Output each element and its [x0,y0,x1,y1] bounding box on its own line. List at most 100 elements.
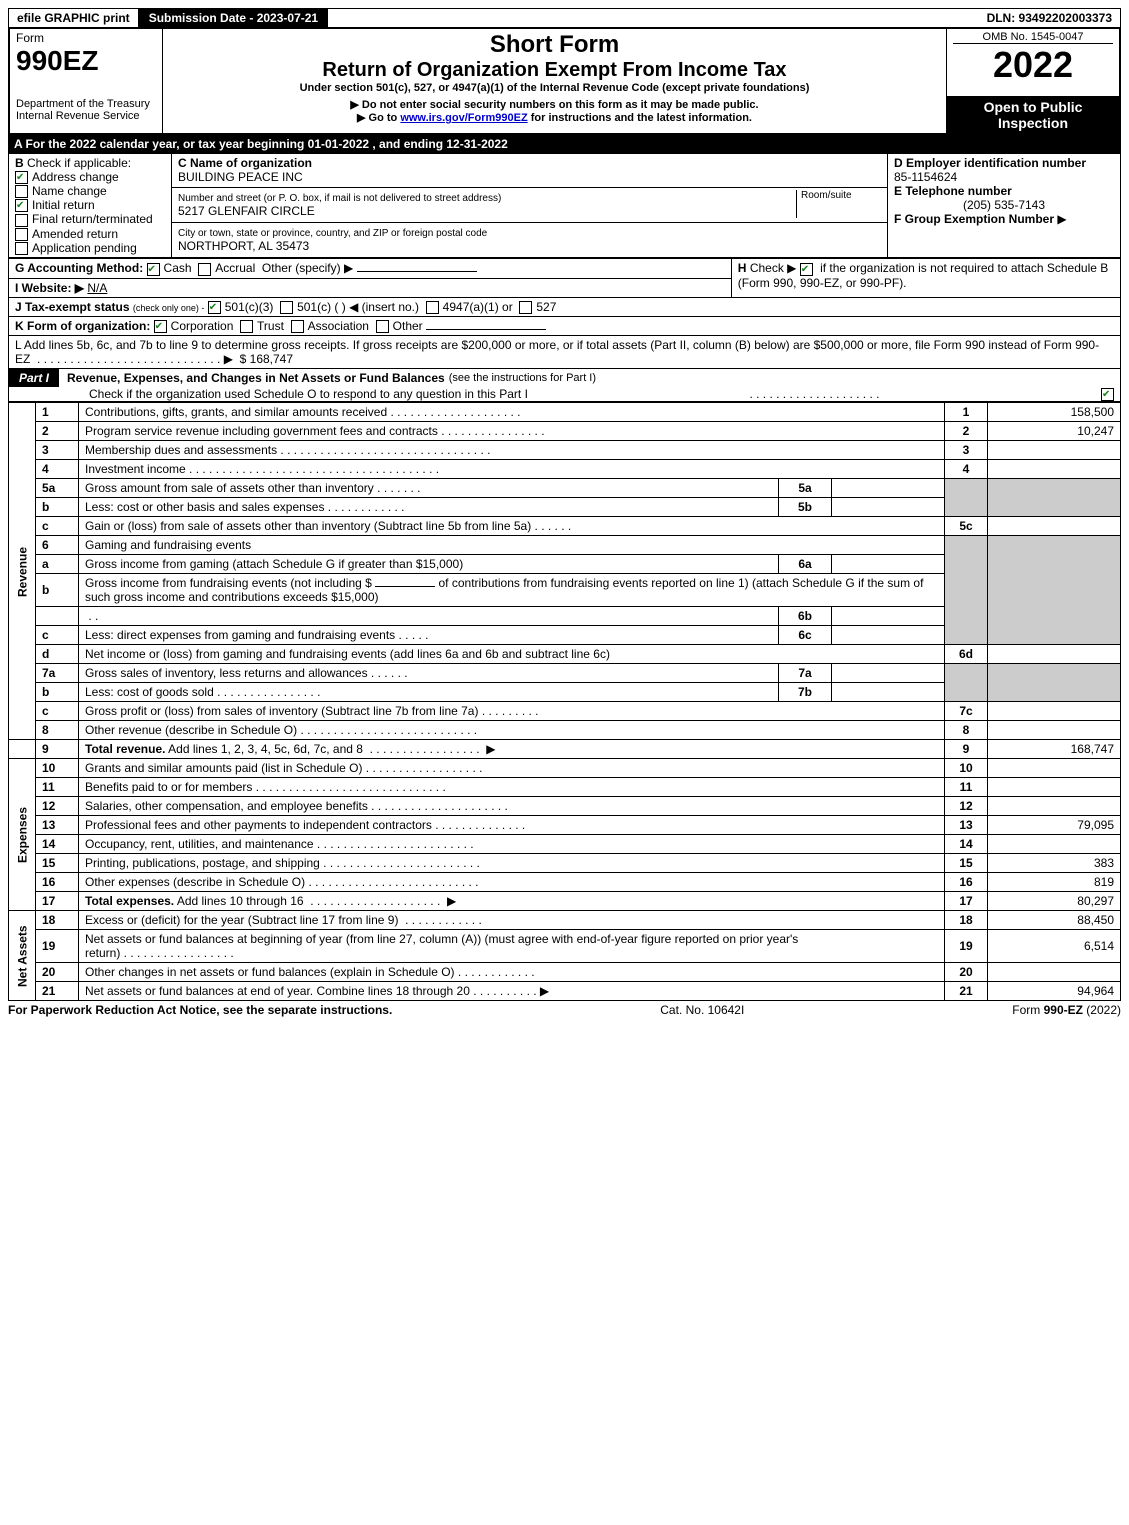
line-7a-subamount [832,664,945,682]
line-5c-amount [988,517,1121,536]
line-13-num: 13 [36,816,79,835]
line-14-amount [988,835,1121,854]
footer-left: For Paperwork Reduction Act Notice, see … [8,1003,392,1017]
trust-label: Trust [257,319,284,333]
revenue-section-label: Revenue [9,403,36,740]
part-1-table: Revenue 1 Contributions, gifts, grants, … [8,402,1121,1001]
line-15-code: 15 [945,854,988,873]
line-11-desc: Benefits paid to or for members . . . . … [79,778,945,797]
line-5c-num: c [36,517,79,536]
line-1-desc: Contributions, gifts, grants, and simila… [79,403,945,422]
irs-link[interactable]: www.irs.gov/Form990EZ [400,112,527,124]
application-pending-checkbox[interactable] [15,242,28,255]
trust-checkbox[interactable] [240,320,253,333]
other-org-checkbox[interactable] [376,320,389,333]
street-label: Number and street (or P. O. box, if mail… [178,193,501,204]
other-specify-label: Other (specify) ▶ [262,261,353,275]
line-5c-desc: Gain or (loss) from sale of assets other… [79,517,945,536]
line-11-amount [988,778,1121,797]
section-d-label: D Employer identification number [894,156,1086,170]
line-14-code: 14 [945,835,988,854]
line-6a-num: a [36,555,79,574]
form-label: Form [16,31,156,45]
line-11-num: 11 [36,778,79,797]
check-only-one: (check only one) - [133,303,205,313]
line-21-desc: Net assets or fund balances at end of ye… [79,982,945,1001]
line-1-num: 1 [36,403,79,422]
line-4-code: 4 [945,460,988,479]
line-6d-amount [988,645,1121,664]
line-16-desc: Other expenses (describe in Schedule O) … [79,873,945,892]
line-19-code: 19 [945,930,988,963]
line-7a-desc: Gross sales of inventory, less returns a… [79,664,779,682]
name-change-checkbox[interactable] [15,185,28,198]
other-org-label: Other [393,319,423,333]
section-e-label: E Telephone number [894,184,1012,198]
tax-year: 2022 [953,44,1113,86]
4947-label: 4947(a)(1) or [443,300,513,314]
cash-label: Cash [164,261,192,275]
line-17-amount: 80,297 [988,892,1121,911]
line-6b-sub: 6b [779,607,832,625]
open-to-public-badge: Open to Public Inspection [947,96,1121,134]
4947-checkbox[interactable] [426,301,439,314]
initial-return-checkbox[interactable] [15,199,28,212]
section-l: L Add lines 5b, 6c, and 7b to line 9 to … [8,336,1121,369]
address-change-label: Address change [32,170,119,184]
line-4-num: 4 [36,460,79,479]
501c-checkbox[interactable] [280,301,293,314]
line-3-desc: Membership dues and assessments . . . . … [79,441,945,460]
part-1-check-note: Check if the organization used Schedule … [89,387,528,401]
line-14-desc: Occupancy, rent, utilities, and maintena… [79,835,945,854]
accrual-checkbox[interactable] [198,263,211,276]
part-1-title-note: (see the instructions for Part I) [445,372,596,384]
line-20-code: 20 [945,963,988,982]
line-19-amount: 6,514 [988,930,1121,963]
line-20-num: 20 [36,963,79,982]
other-specify-input[interactable] [357,271,477,272]
501c3-label: 501(c)(3) [225,300,274,314]
line-7c-code: 7c [945,702,988,721]
line-6b-contrib-input[interactable] [375,586,435,587]
line-15-num: 15 [36,854,79,873]
line-15-desc: Printing, publications, postage, and shi… [79,854,945,873]
omb-number: OMB No. 1545-0047 [953,31,1113,44]
line-7b-sub: 7b [779,683,832,701]
section-k-label: K Form of organization: [15,319,150,333]
line-12-num: 12 [36,797,79,816]
line-17-code: 17 [945,892,988,911]
527-checkbox[interactable] [519,301,532,314]
instructions-link-note: ▶ Go to www.irs.gov/Form990EZ for instru… [169,111,940,124]
cash-checkbox[interactable] [147,263,160,276]
website-value: N/A [87,281,107,295]
line-5a-sub: 5a [779,479,832,497]
gross-receipts-amount: $ 168,747 [240,352,293,366]
line-7b-desc: Less: cost of goods sold . . . . . . . .… [79,683,779,701]
amended-return-label: Amended return [32,227,118,241]
section-b-label: B [15,156,24,170]
line-6d-desc: Net income or (loss) from gaming and fun… [79,645,945,664]
line-21-num: 21 [36,982,79,1001]
line-7c-desc: Gross profit or (loss) from sales of inv… [79,702,945,721]
telephone-value: (205) 535-7143 [894,198,1114,212]
501c3-checkbox[interactable] [208,301,221,314]
line-5a-desc: Gross amount from sale of assets other t… [79,479,779,497]
line-7c-amount [988,702,1121,721]
amended-return-checkbox[interactable] [15,228,28,241]
line-13-code: 13 [945,816,988,835]
other-org-input[interactable] [426,329,546,330]
line-6c-sub: 6c [779,626,832,644]
line-8-desc: Other revenue (describe in Schedule O) .… [79,721,945,740]
line-4-desc: Investment income . . . . . . . . . . . … [79,460,945,479]
final-return-checkbox[interactable] [15,214,28,227]
address-change-checkbox[interactable] [15,171,28,184]
efile-print-button[interactable]: efile GRAPHIC print [9,9,139,27]
corporation-checkbox[interactable] [154,320,167,333]
association-checkbox[interactable] [291,320,304,333]
line-20-desc: Other changes in net assets or fund bala… [79,963,945,982]
line-6-desc: Gaming and fundraising events [79,536,945,555]
schedule-b-checkbox[interactable] [800,263,813,276]
schedule-o-checkbox[interactable] [1101,388,1114,401]
line-6d-code: 6d [945,645,988,664]
line-1-code: 1 [945,403,988,422]
